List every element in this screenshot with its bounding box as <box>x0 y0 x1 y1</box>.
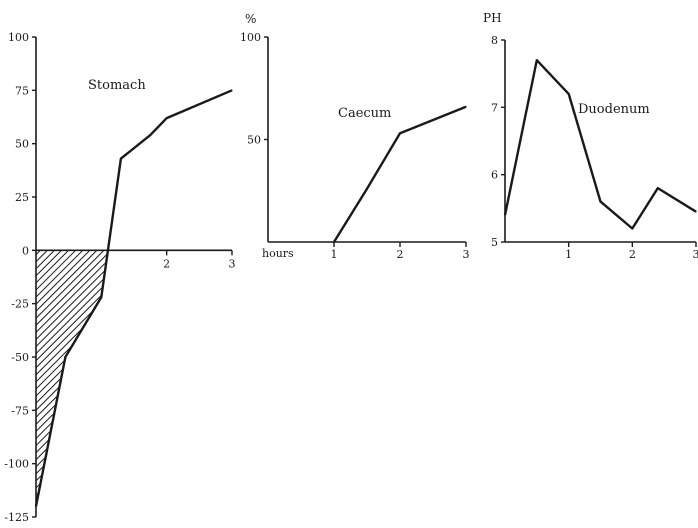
duodenum-y-tick-label: 5 <box>491 236 498 249</box>
caecum-data-point <box>333 241 335 243</box>
duodenum-x-tick-label: 1 <box>565 248 572 261</box>
stomach-shaded-area <box>35 249 109 507</box>
stomach-data-point <box>64 356 66 358</box>
caecum-chart-title: Caecum <box>338 106 391 121</box>
stomach-data-point <box>100 296 102 298</box>
duodenum-data-point <box>599 201 602 203</box>
stomach-y-tick-label: -50 <box>11 351 29 364</box>
caecum-y-tick-label: 100 <box>240 31 261 44</box>
stomach-data-point <box>149 134 151 136</box>
duodenum-y-unit-label: PH <box>483 11 502 25</box>
stomach-y-tick-label: 50 <box>15 138 29 151</box>
stomach-data-point <box>166 117 168 119</box>
caecum-y-tick-label: 50 <box>247 134 261 147</box>
stomach-chart-title: Stomach <box>88 78 146 93</box>
caecum-series-line <box>332 105 467 243</box>
duodenum-data-point <box>536 59 538 61</box>
duodenum-x-tick-label: 2 <box>629 248 636 261</box>
caecum-x-tick-label: 2 <box>397 248 404 261</box>
stomach-data-point <box>35 505 37 507</box>
duodenum-data-point <box>631 227 633 230</box>
stomach-panel: 100 75 50 25 0 -25 -50 -75 -100 -125 2 3 Stomach <box>4 31 235 524</box>
stomach-y-tick-label: -75 <box>11 404 29 417</box>
stomach-y-tick-label: 25 <box>15 191 29 204</box>
duodenum-x-tick-label: 3 <box>693 248 698 261</box>
duodenum-panel: 8 7 6 5 1 2 3 Duodenum PH <box>483 11 698 261</box>
stomach-x-tick-label: 2 <box>163 257 170 270</box>
duodenum-series-line <box>503 59 697 230</box>
stomach-y-tick-label: -125 <box>4 511 29 524</box>
caecum-y-unit-label: % <box>245 12 256 26</box>
stomach-y-tick-label: 0 <box>22 244 29 257</box>
stomach-x-tick-label: 3 <box>229 257 236 270</box>
duodenum-chart-title: Duodenum <box>578 102 650 117</box>
stomach-y-tick-label: -100 <box>4 458 29 471</box>
stomach-y-tick-label: 100 <box>8 31 29 44</box>
duodenum-data-point <box>695 211 697 213</box>
caecum-x-unit-label: hours <box>262 247 294 260</box>
duodenum-y-tick-label: 7 <box>491 101 498 114</box>
duodenum-data-point <box>657 187 659 189</box>
stomach-data-point <box>120 158 122 160</box>
caecum-data-point <box>399 132 401 134</box>
duodenum-y-tick-label: 8 <box>491 34 498 47</box>
stomach-data-point <box>231 89 233 91</box>
duodenum-data-point <box>568 93 570 95</box>
duodenum-y-tick-label: 6 <box>491 169 498 182</box>
caecum-x-tick-label: 1 <box>331 248 338 261</box>
caecum-data-point <box>465 106 467 108</box>
caecum-x-tick-label: 3 <box>463 248 470 261</box>
stomach-y-tick-label: -25 <box>11 298 29 311</box>
caecum-panel: 100 50 1 2 3 Caecum% hours <box>240 12 470 261</box>
caecum-data-point <box>366 188 368 190</box>
stomach-y-tick-label: 75 <box>15 84 29 97</box>
duodenum-data-point <box>504 214 506 216</box>
